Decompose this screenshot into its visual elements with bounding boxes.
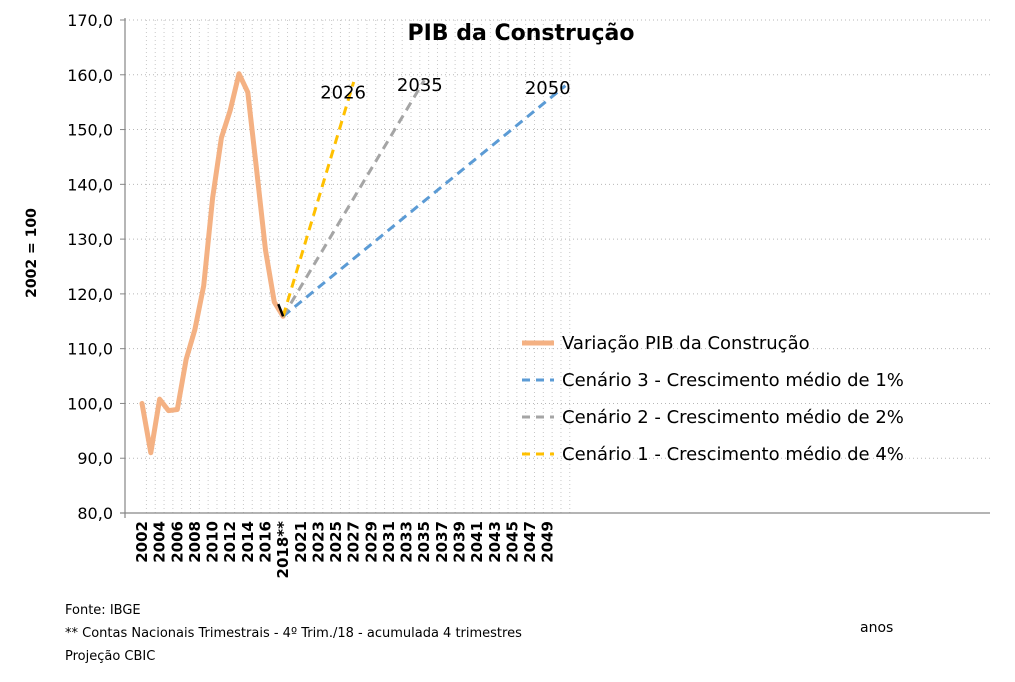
x-tick-label: 2027 <box>345 521 363 563</box>
gridlines <box>125 19 990 513</box>
y-tick-label: 100,0 <box>67 394 113 413</box>
annotation-label: 2026 <box>320 82 366 103</box>
x-tick-label: 2021 <box>292 521 310 563</box>
series-connector <box>277 303 285 317</box>
y-tick-label: 110,0 <box>67 340 113 359</box>
y-tick-label: 120,0 <box>67 285 113 304</box>
x-tick-label: 2045 <box>503 521 521 563</box>
legend-label-3: Cenário 2 - Crescimento médio de 2% <box>562 407 904 428</box>
x-tick-label: 2049 <box>539 521 557 563</box>
y-tick-label: 150,0 <box>67 121 113 140</box>
x-tick-label: 2029 <box>362 521 380 563</box>
x-axis-unit-label: anos <box>860 620 894 636</box>
x-tick-label: 2041 <box>468 521 486 563</box>
y-tick-label: 170,0 <box>67 11 113 30</box>
y-axis-label: 2002 = 100 <box>24 208 40 298</box>
x-tick-label: 2043 <box>486 521 504 563</box>
x-tick-label: 2014 <box>239 521 257 563</box>
x-tick-label: 2008 <box>186 521 204 563</box>
x-tick-label: 2018** <box>274 521 292 579</box>
x-tick-label: 2025 <box>327 521 345 563</box>
footnote-projection: Projeção CBIC <box>65 649 156 664</box>
footnote-source: Fonte: IBGE <box>65 603 141 618</box>
x-tick-label: 2031 <box>380 521 398 563</box>
legend: Variação PIB da Construção Cenário 3 - Cr… <box>522 333 904 465</box>
legend-label-1: Variação PIB da Construção <box>562 333 810 354</box>
x-tick-label: 2033 <box>398 521 416 563</box>
y-tick-label: 160,0 <box>67 66 113 85</box>
chart-title: PIB da Construção <box>407 21 634 46</box>
axes: 80,0 90,0 100,0 110,0 120,0 130,0 140,0 150,0 16… <box>67 11 990 578</box>
x-tick-label: 2002 <box>133 521 151 563</box>
x-tick-label: 2023 <box>309 521 327 563</box>
projection-annotations: 2026 2035 2050 <box>320 75 570 103</box>
series-line-1 <box>139 71 286 456</box>
y-tick-label: 130,0 <box>67 230 113 249</box>
x-tick-label: 2006 <box>168 521 186 563</box>
series-lines <box>139 71 567 456</box>
x-tick-label: 2047 <box>521 521 539 563</box>
x-tick-label: 2016 <box>256 521 274 563</box>
series-line-2 <box>282 84 567 318</box>
x-tick-label: 2035 <box>415 521 433 563</box>
y-tick-label: 80,0 <box>77 504 113 523</box>
y-tick-label: 90,0 <box>77 449 113 468</box>
x-tick-label: 2039 <box>451 521 469 563</box>
series-line-3 <box>281 79 426 318</box>
legend-label-2: Cenário 3 - Crescimento médio de 1% <box>562 370 904 391</box>
legend-label-4: Cenário 1 - Crescimento médio de 4% <box>562 444 904 465</box>
x-tick-label: 2012 <box>221 521 239 563</box>
series-line-4 <box>281 81 356 317</box>
annotation-label: 2035 <box>397 75 443 96</box>
y-tick-label: 140,0 <box>67 175 113 194</box>
annotation-label: 2050 <box>525 78 571 99</box>
x-tick-label: 2037 <box>433 521 451 563</box>
x-tick-label: 2010 <box>204 521 222 563</box>
x-tick-label: 2004 <box>151 521 169 563</box>
footnote-quarterly: ** Contas Nacionais Trimestrais - 4º Tri… <box>65 626 522 641</box>
